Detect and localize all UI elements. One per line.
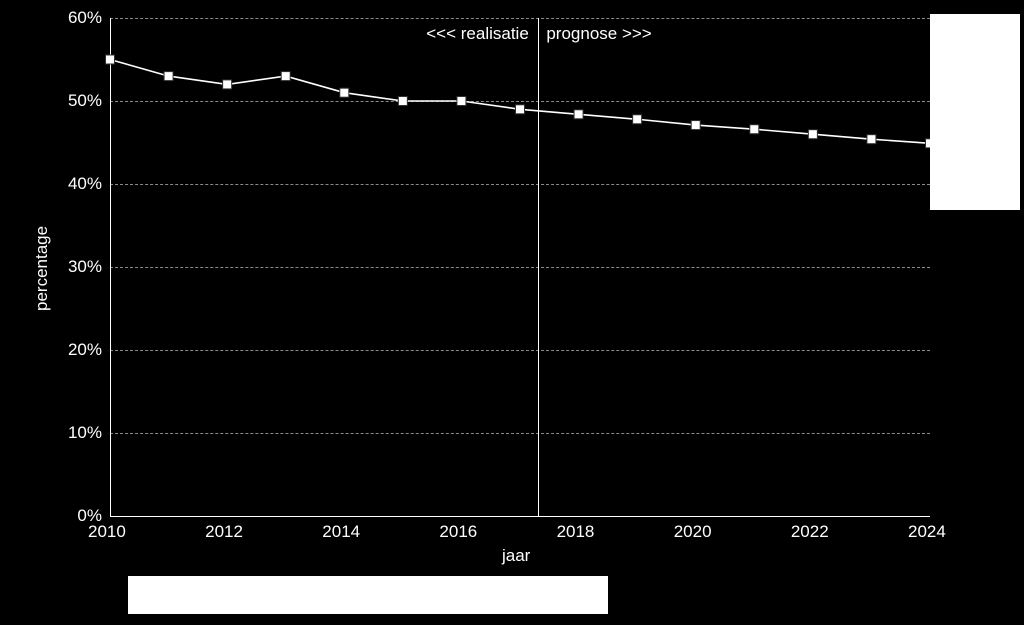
caption-box	[128, 576, 608, 614]
legend-panel	[930, 14, 1020, 210]
series-layer	[0, 0, 1024, 625]
data-marker	[867, 135, 876, 144]
data-marker	[223, 80, 232, 89]
data-marker	[633, 115, 642, 124]
data-marker	[574, 110, 583, 119]
data-marker	[281, 72, 290, 81]
data-marker	[808, 130, 817, 139]
data-marker	[340, 88, 349, 97]
data-marker	[398, 97, 407, 106]
series-line	[110, 60, 930, 144]
data-marker	[164, 72, 173, 81]
data-marker	[106, 55, 115, 64]
data-marker	[516, 105, 525, 114]
line-chart: 0%10%20%30%40%50%60%20102012201420162018…	[0, 0, 1024, 625]
data-marker	[457, 97, 466, 106]
data-marker	[691, 121, 700, 130]
data-marker	[750, 125, 759, 134]
